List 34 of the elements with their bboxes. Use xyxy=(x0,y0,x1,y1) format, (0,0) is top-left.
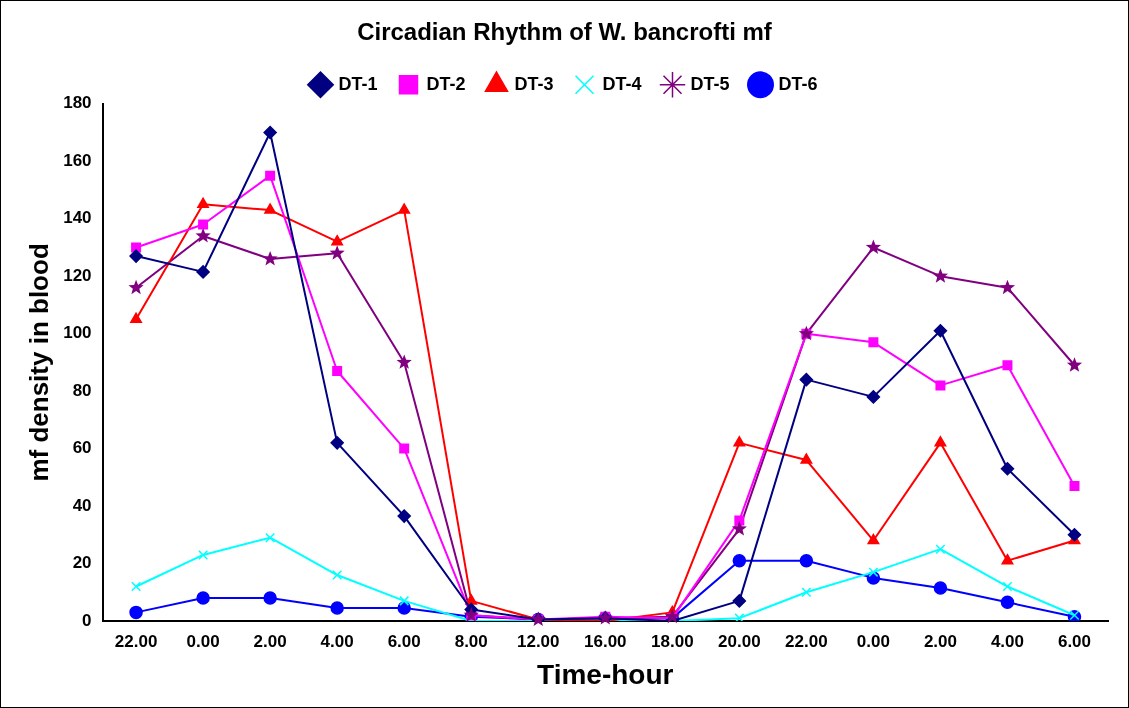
x-tick-label: 8.00 xyxy=(454,631,488,651)
y-tick-label: 40 xyxy=(72,495,92,515)
y-tick-label: 80 xyxy=(72,380,92,400)
y-tick-label: 180 xyxy=(63,93,92,113)
y-tick-label: 20 xyxy=(72,553,92,573)
y-tick-label: 60 xyxy=(72,438,92,458)
x-axis-title: Time-hour xyxy=(537,658,674,690)
x-tick-label: 2.00 xyxy=(923,631,957,651)
x-tick-label: 0.00 xyxy=(186,631,220,651)
x-tick-label: 22.00 xyxy=(114,631,158,651)
x-tick-label: 16.00 xyxy=(584,631,627,651)
y-tick-label: 120 xyxy=(63,265,92,285)
legend-label: DT-1 xyxy=(338,73,378,94)
legend-label: DT-3 xyxy=(514,73,554,94)
legend-label: DT-4 xyxy=(602,73,642,94)
y-tick-label: 140 xyxy=(63,208,92,228)
x-tick-label: 4.00 xyxy=(320,631,354,651)
x-tick-label: 22.00 xyxy=(785,631,828,651)
x-tick-label: 2.00 xyxy=(253,631,287,651)
x-tick-label: 0.00 xyxy=(856,631,890,651)
legend-label: DT-5 xyxy=(690,73,730,94)
x-tick-label: 6.00 xyxy=(1057,631,1092,651)
y-tick-label: 0 xyxy=(82,610,92,630)
x-tick-label: 20.00 xyxy=(718,631,761,651)
y-tick-label: 160 xyxy=(63,150,92,170)
x-tick-label: 4.00 xyxy=(990,631,1024,651)
legend-label: DT-6 xyxy=(778,73,818,94)
chart-title: Circadian Rhythm of W. bancrofti mf xyxy=(357,18,773,46)
x-tick-label: 12.00 xyxy=(516,631,560,651)
y-axis-title: mf density in blood xyxy=(23,243,54,482)
y-tick-label: 100 xyxy=(63,323,92,343)
x-tick-label: 6.00 xyxy=(387,631,421,651)
legend-label: DT-2 xyxy=(426,73,466,94)
x-tick-label: 18.00 xyxy=(651,631,694,651)
